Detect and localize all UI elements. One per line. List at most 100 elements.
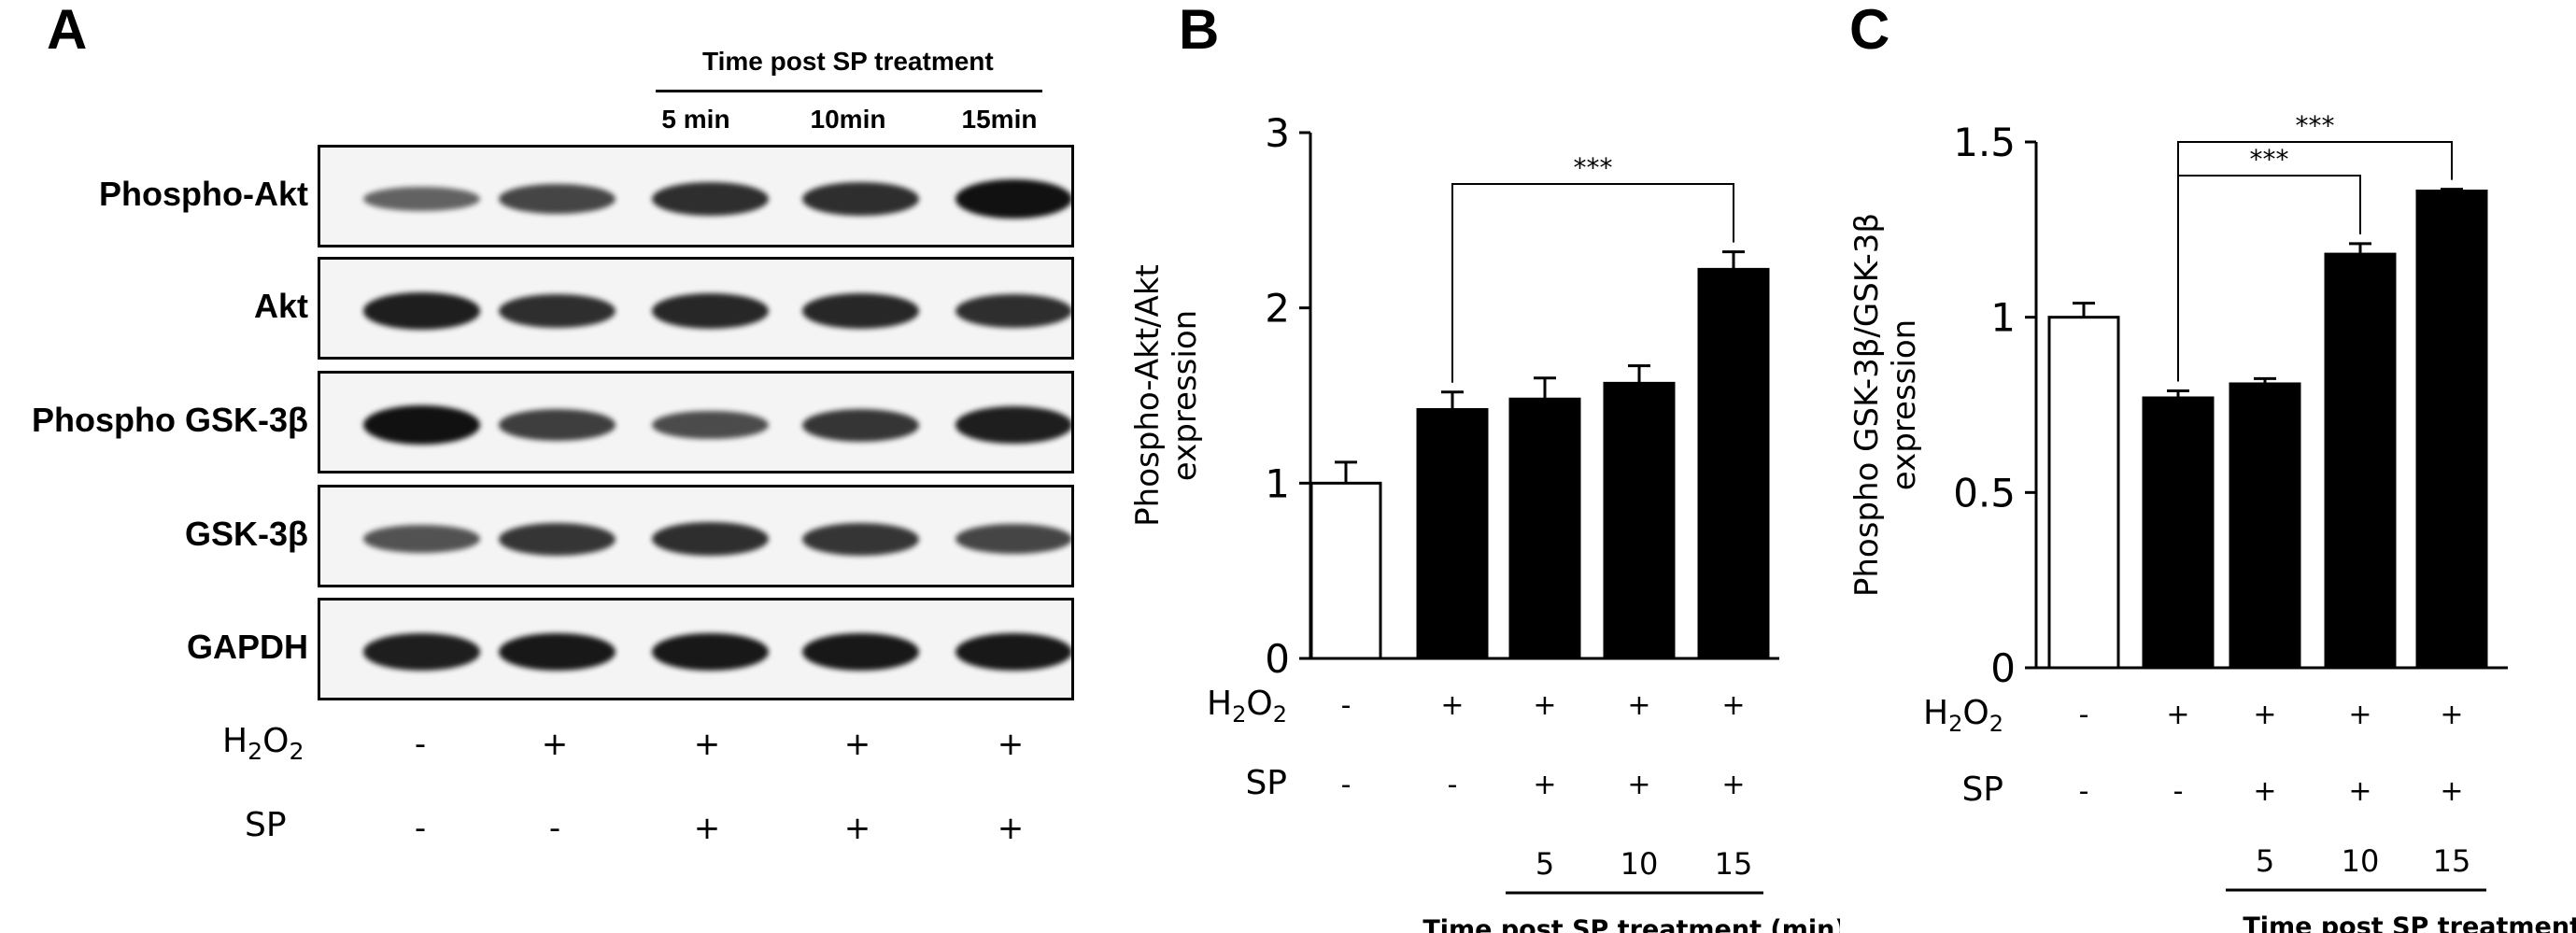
blot-label-4: GSK-3β [185,515,308,553]
h2o2-row-label: H2O2 [1923,694,2003,737]
h2o2-sign: + [1627,689,1650,722]
sp-row-label: SP [1245,764,1287,802]
h2o2-row-label: H2O2 [222,722,304,766]
blot-band [651,293,769,329]
significance-label: *** [1574,152,1613,183]
sp-sign: + [1533,769,1556,801]
sp-sign: + [2253,775,2276,808]
y-tick-label: 0 [1265,636,1290,682]
blot-label-5: GAPDH [186,628,308,666]
panel-b-letter: B [1179,0,1220,61]
y-axis-label: expression [1886,319,1923,490]
sp-sign: + [843,810,871,847]
blot-band [362,292,480,330]
blot-band [651,181,769,217]
blot-band [955,293,1071,329]
blot-band [498,522,616,556]
y-axis-label: Phospho-Akt/Akt [1129,264,1167,527]
bar [2047,316,2120,670]
blot-band [498,409,616,441]
blot-band [801,408,919,442]
blot-box-1 [318,145,1074,247]
significance-label: *** [2296,110,2335,141]
blot-box-5 [318,598,1074,700]
y-tick-label: 0 [1990,645,2016,691]
bar [1416,408,1489,660]
h2o2-row-label: H2O2 [1207,685,1287,728]
time-value: 10 [1621,846,1659,882]
h2o2-sign: + [2166,699,2189,731]
blot-label-2: Akt [253,287,308,325]
significance-label: *** [2250,144,2289,175]
sp-sign: - [414,810,427,847]
blot-band [498,183,616,215]
bar [2142,396,2215,670]
blot-band [362,633,480,671]
sp-row-label: SP [245,806,287,844]
sp-row-label: SP [1961,770,2003,809]
sp-sign: + [1721,769,1745,801]
y-tick-label: 0.5 [1953,470,2016,516]
h2o2-sign: - [414,726,427,763]
h2o2-sign: + [1533,689,1556,722]
time-value: 15 [2433,843,2471,879]
bar [1697,267,1770,660]
bar [2324,252,2397,670]
blot-band [362,525,480,553]
bar [1309,481,1382,660]
y-tick-label: 1 [1990,295,2016,341]
blot-box-4 [318,485,1074,587]
sp-sign: - [548,810,561,847]
blot-band [498,632,616,671]
y-axis-label: Phospho GSK-3β/GSK-3β [1848,213,1886,597]
blot-label-1: Phospho-Akt [99,175,308,213]
time-value: 15 [1715,846,1753,882]
h2o2-sign: + [1440,689,1464,722]
blot-box-3 [318,371,1074,474]
sp-sign: - [1448,769,1458,801]
time-post-sp-header: Time post SP treatment [702,47,994,76]
blot-band [651,632,769,671]
time-header-line [656,90,1042,92]
time-axis-label: Time post SP treatment (min) [2243,912,2576,933]
h2o2-sign: + [1721,689,1745,722]
blot-band [955,179,1071,219]
blot-band [651,410,769,440]
time-col-5min: 5 min [661,105,730,134]
chart-c: Phospho GSK-3β/GSK-3β expression 0 0.5 1 1.5 *… [1848,110,2576,933]
y-tick-label: 3 [1265,110,1290,156]
sp-sign: - [1341,769,1352,801]
blot-band [801,632,919,671]
sp-sign: - [2173,775,2184,808]
significance-bracket [2177,141,2453,382]
bar [1603,381,1676,660]
h2o2-sign: + [693,726,721,763]
sp-sign: + [2348,775,2371,808]
h2o2-sign: + [2348,699,2371,731]
blot-band [362,186,480,212]
time-value: 5 [2256,843,2274,879]
bar [2415,190,2488,670]
time-value: 10 [2342,843,2380,879]
blot-band [801,293,919,329]
time-col-10min: 10min [810,105,886,134]
y-tick-label: 1.5 [1953,120,2016,165]
blot-band [955,632,1071,671]
blot-band [955,523,1071,555]
y-tick-label: 2 [1265,286,1290,332]
h2o2-sign: + [843,726,871,763]
blot-band [362,405,480,445]
h2o2-sign: + [2253,699,2276,731]
blot-band [801,522,919,556]
sp-sign: + [693,810,721,847]
y-axis-label: expression [1167,310,1204,481]
time-value: 5 [1536,846,1554,882]
sp-sign: + [2440,775,2463,808]
blot-box-2 [318,257,1074,360]
blot-band [498,293,616,329]
panel-a-letter: A [47,0,88,61]
blot-band [801,181,919,217]
y-tick-label: 1 [1265,460,1290,506]
chart-b: Phospho-Akt/Akt expression 0 1 2 3 *** H2O2 SP - +… [1129,110,1840,933]
sp-sign: - [2079,775,2089,808]
